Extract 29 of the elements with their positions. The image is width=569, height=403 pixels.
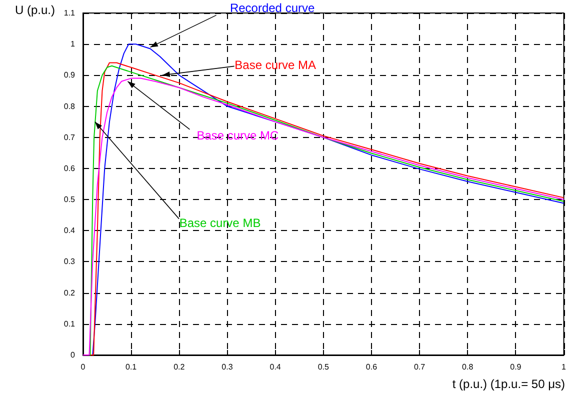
annotation: Recorded curve: [230, 1, 315, 16]
x-tick-label: 1: [562, 362, 567, 372]
x-tick-label: 0.4: [270, 362, 282, 372]
annotation: Base curve MB: [179, 216, 261, 230]
y-tick-label: 0.4: [64, 226, 76, 236]
y-axis-title: U (p.u.): [15, 3, 56, 17]
x-tick-label: 0.3: [222, 362, 234, 372]
y-tick-label: 0.8: [64, 102, 76, 111]
y-tick-label: 0.7: [64, 132, 76, 142]
y-tick-label: 0.2: [64, 288, 76, 298]
annotation: Base curve MA: [234, 58, 316, 72]
x-tick-label: 0.8: [462, 362, 474, 372]
x-tick-label: 0.6: [366, 362, 378, 372]
x-tick-label: 0.1: [126, 362, 138, 372]
x-tick-label: 0: [80, 362, 86, 372]
y-tick-label: 1.1: [64, 8, 76, 18]
y-tick-label: 0.3: [64, 257, 76, 266]
annotation: Base curve MC: [196, 128, 280, 142]
x-axis-title: t (p.u.) (1p.u.= 50 μs): [452, 377, 566, 391]
x-tick-label: 0.7: [414, 362, 426, 372]
x-tick-label: 0.5: [318, 362, 330, 372]
y-tick-label: 0.9: [64, 70, 76, 80]
y-tick-label: 0.1: [64, 319, 76, 328]
y-tick-label: 1: [70, 40, 76, 49]
y-tick-label: 0: [70, 350, 76, 360]
x-tick-label: 0.2: [174, 362, 186, 372]
x-tick-label: 0.9: [510, 362, 522, 372]
y-tick-label: 0.6: [64, 164, 76, 173]
y-tick-label: 0.5: [64, 195, 76, 204]
